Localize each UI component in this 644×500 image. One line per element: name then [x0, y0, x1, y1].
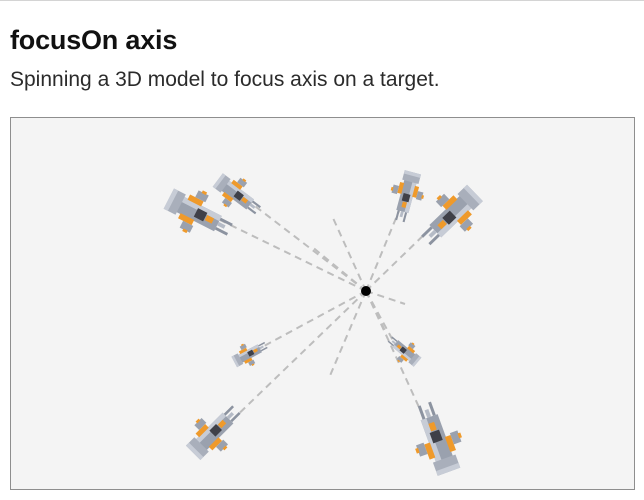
spaceship-middle-right [382, 329, 426, 372]
spaceship-models [158, 166, 491, 480]
spaceship-middle-left [228, 334, 272, 373]
guide-line-middle-right [365, 290, 397, 347]
guide-line-top-right-large [365, 227, 432, 292]
guide-line-top-left-large [215, 217, 367, 292]
spaceship-bottom-left [178, 395, 251, 468]
page-title: focusOn axis [10, 25, 178, 55]
guide-line-top-left-small [250, 202, 367, 292]
top-divider [0, 0, 644, 1]
3d-viewport[interactable] [10, 117, 635, 490]
guide-line-extra-3 [365, 290, 406, 305]
guide-line-top-right-small [365, 205, 402, 292]
scene-canvas[interactable] [11, 118, 634, 489]
guide-line-extra-5 [365, 290, 387, 334]
target-point [361, 286, 371, 296]
guide-lines [215, 202, 432, 427]
guide-line-bottom-left [225, 290, 367, 427]
spaceship-bottom-right [401, 395, 472, 480]
page-subtitle: Spinning a 3D model to focus axis on a t… [10, 68, 440, 91]
guide-line-middle-left [250, 290, 367, 354]
guide-line-extra-1 [332, 217, 367, 292]
spaceship-top-right-small [383, 167, 430, 226]
spaceship-top-right-large [409, 176, 491, 257]
guide-line-extra-2 [328, 290, 367, 379]
guide-line-bottom-right [365, 290, 424, 417]
